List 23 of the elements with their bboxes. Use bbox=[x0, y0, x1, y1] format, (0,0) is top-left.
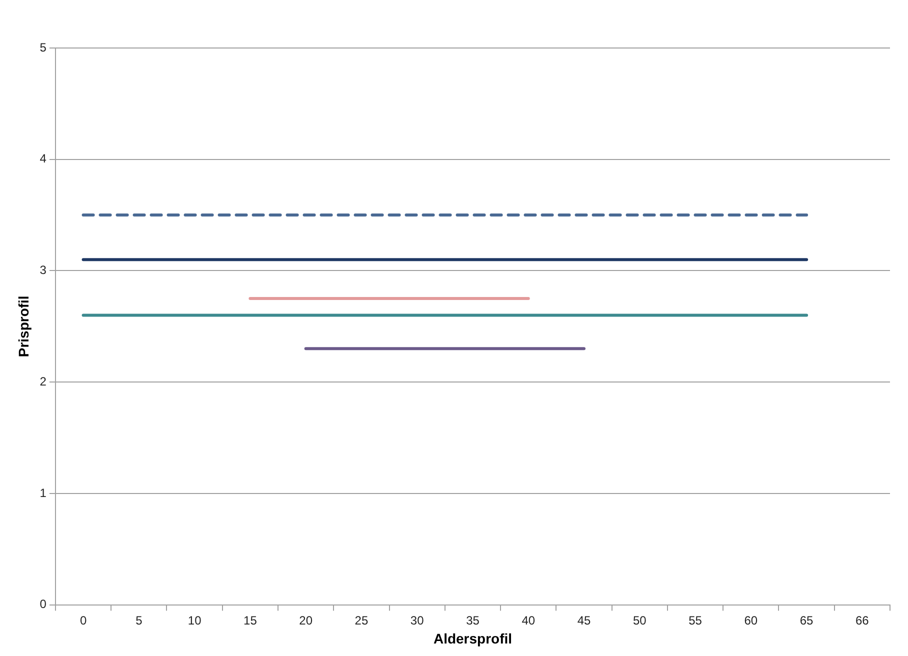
y-tick-label: 3 bbox=[40, 263, 47, 278]
x-tick-label: 40 bbox=[522, 613, 536, 628]
y-tick-label: 2 bbox=[40, 374, 47, 388]
y-tick-label: 1 bbox=[40, 486, 47, 500]
y-tick-label: 4 bbox=[40, 152, 47, 166]
x-axis-title: Aldersprofil bbox=[433, 630, 512, 646]
x-tick-label: 5 bbox=[136, 613, 143, 628]
x-tick-label: 20 bbox=[299, 613, 313, 628]
x-tick-label: 15 bbox=[244, 613, 258, 628]
x-tick-label: 30 bbox=[410, 613, 424, 628]
x-tick-label: 50 bbox=[632, 613, 647, 628]
x-tick-label: 35 bbox=[466, 613, 480, 628]
x-tick-label: 65 bbox=[800, 613, 814, 628]
x-tick-label: 66 bbox=[856, 613, 870, 628]
x-tick-label: 10 bbox=[188, 613, 202, 628]
x-tick-label: 25 bbox=[354, 613, 368, 628]
y-tick-label: 0 bbox=[40, 597, 47, 612]
x-tick-label: 55 bbox=[688, 613, 702, 628]
x-tick-label: 0 bbox=[80, 613, 87, 628]
y-tick-label: 5 bbox=[40, 40, 47, 54]
x-tick-label: 45 bbox=[577, 613, 591, 628]
x-tick-label: 60 bbox=[744, 613, 758, 628]
y-axis-title: Prisprofil bbox=[15, 296, 32, 358]
